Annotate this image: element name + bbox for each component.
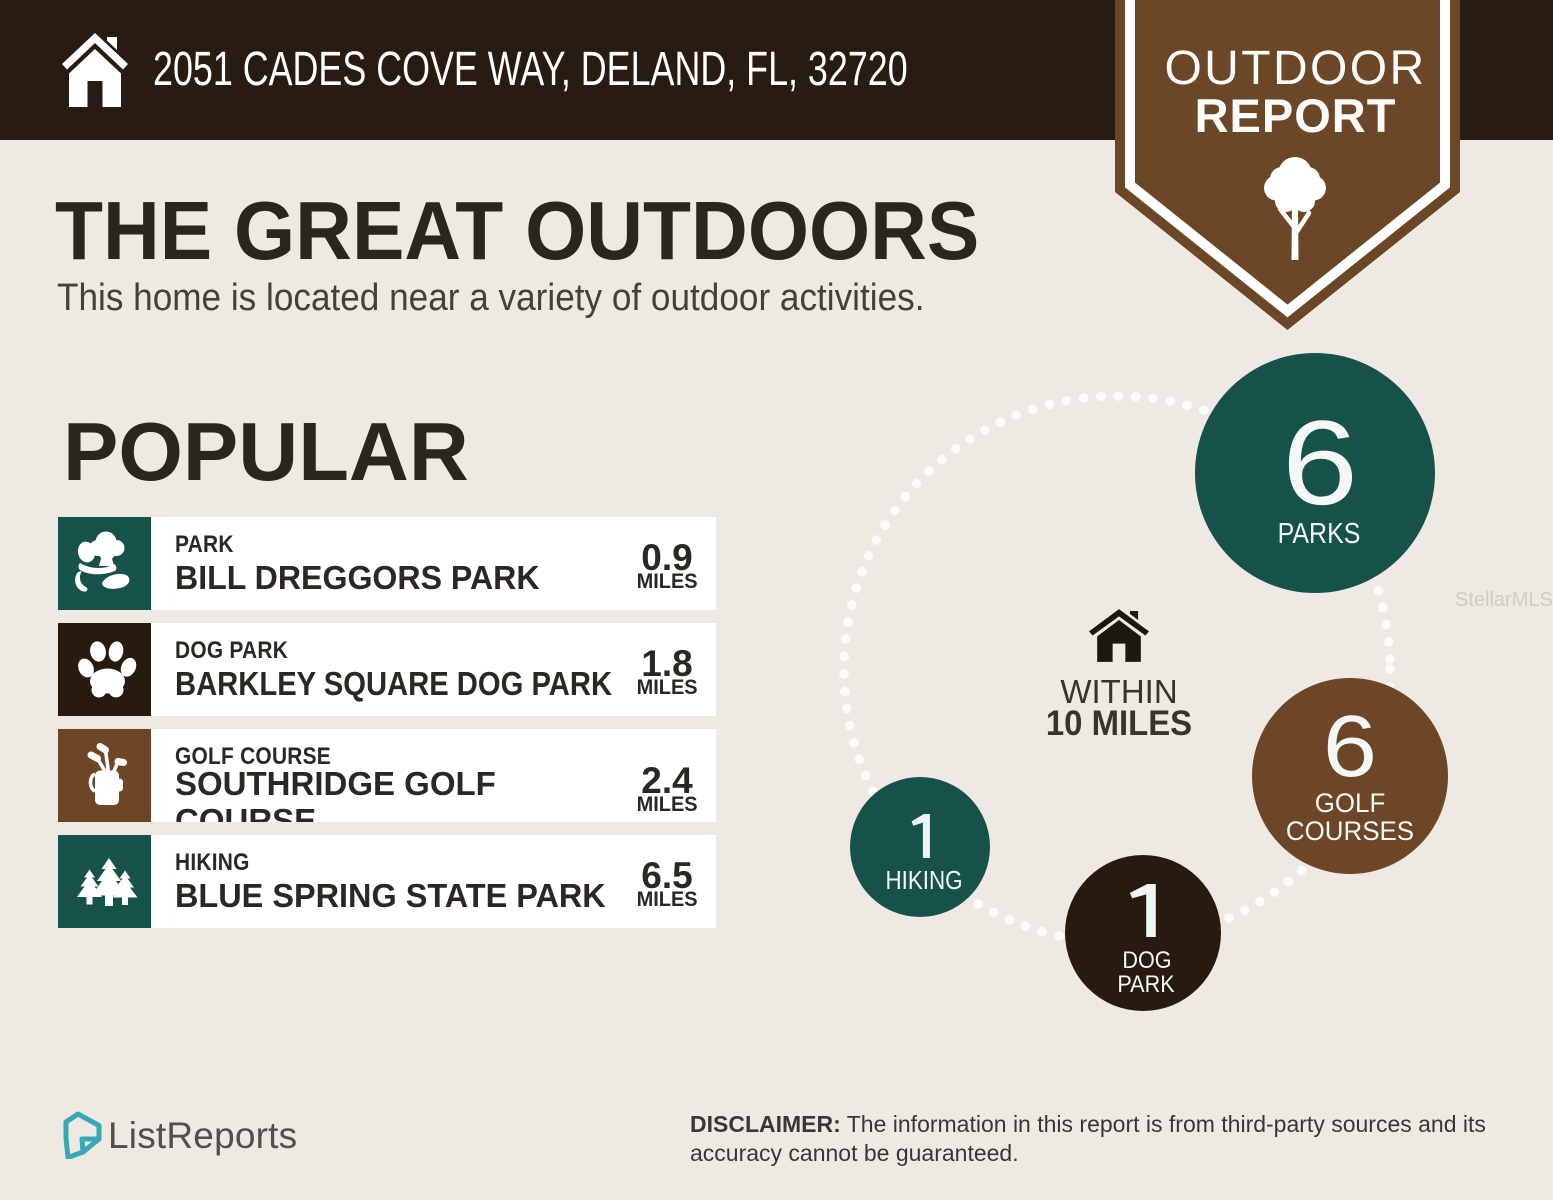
svg-text:REPORT: REPORT: [1195, 89, 1397, 142]
svg-text:OUTDOOR: OUTDOOR: [1164, 42, 1426, 95]
